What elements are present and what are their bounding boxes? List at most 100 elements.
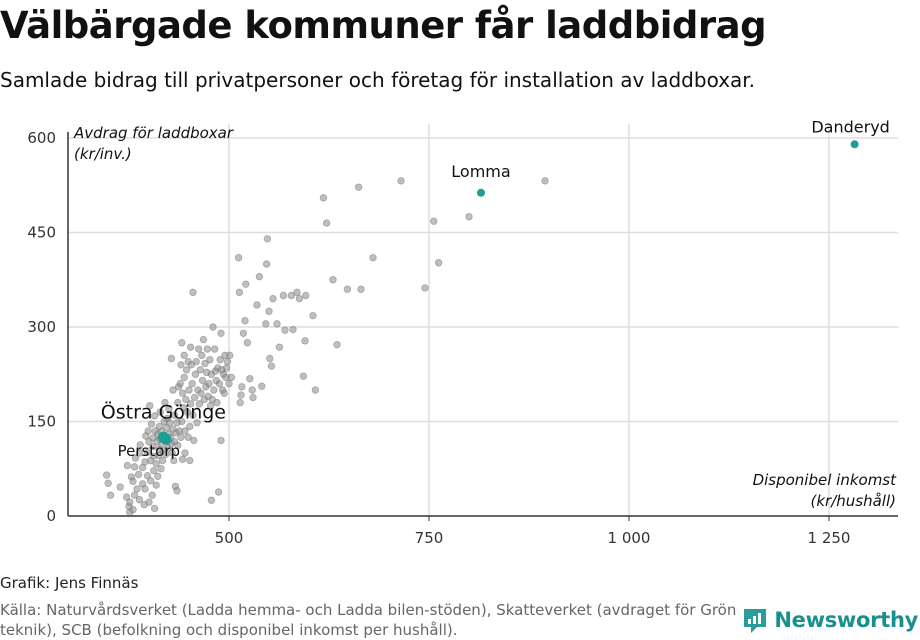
axis-titles: Avdrag för laddboxar (kr/inv.) Disponibel …: [73, 124, 897, 510]
data-point: [168, 449, 176, 457]
data-point: [465, 213, 473, 221]
y-axis-title: Avdrag för laddboxar: [73, 124, 234, 142]
highlighted-point-label: Perstorp: [118, 442, 180, 460]
data-point: [185, 386, 193, 394]
data-point: [126, 498, 134, 506]
data-point: [279, 291, 288, 300]
data-point: [255, 272, 264, 281]
data-point: [241, 316, 249, 325]
data-point: [182, 395, 190, 404]
data-point: [235, 288, 244, 297]
highlighted-point-label: Lomma: [451, 162, 510, 181]
data-point: [176, 380, 184, 388]
data-point: [227, 373, 236, 382]
newsworthy-logo-icon: [744, 609, 767, 633]
data-point: [181, 427, 189, 435]
data-point: [302, 291, 310, 300]
data-point: [289, 325, 297, 334]
data-point: [131, 454, 140, 462]
data-point: [205, 380, 213, 388]
data-point: [262, 260, 271, 268]
data-point: [265, 307, 273, 315]
data-point: [136, 441, 144, 449]
data-point: [203, 345, 212, 353]
data-point: [223, 357, 232, 366]
data-point: [102, 471, 111, 479]
data-point: [206, 356, 214, 364]
data-point: [154, 472, 162, 481]
x-tick-label: 1 000: [608, 529, 651, 547]
x-axis-title: Disponibel inkomst: [753, 471, 898, 489]
data-point: [225, 380, 233, 388]
gridlines: [68, 124, 898, 516]
x-tick-label: 500: [215, 529, 244, 547]
data-point: [178, 455, 187, 463]
data-point: [263, 235, 272, 243]
data-point: [354, 183, 363, 191]
data-point: [293, 288, 301, 297]
data-point: [197, 389, 205, 397]
data-point: [167, 354, 176, 363]
data-point: [177, 361, 185, 369]
source-note: Källa: Naturvårdsverket (Ladda hemma- oc…: [0, 601, 737, 639]
data-point: [319, 194, 328, 202]
data-point: [269, 294, 277, 303]
data-point: [281, 326, 289, 334]
data-point: [135, 449, 144, 457]
data-point: [145, 498, 153, 506]
data-point: [150, 466, 158, 475]
data-point: [192, 357, 200, 366]
data-point: [158, 456, 167, 465]
data-point: [217, 436, 225, 445]
data-point: [210, 345, 219, 353]
data-point: [209, 323, 217, 331]
data-point: [301, 337, 309, 345]
chart-subtitle: Samlade bidrag till privatpersoner och f…: [0, 68, 756, 92]
data-point: [190, 436, 198, 445]
data-point: [273, 320, 281, 328]
brand-logo[interactable]: Newsworthy: [742, 606, 918, 634]
highlighted-points: Danderyd Lomma Östra Göinge Perstorp: [101, 117, 890, 460]
brand-name: Newsworthy: [774, 608, 918, 632]
data-point: [222, 364, 231, 372]
data-point: [157, 465, 165, 473]
data-point: [186, 422, 194, 431]
data-point: [216, 356, 224, 364]
data-point: [130, 463, 139, 471]
data-point: [165, 405, 173, 413]
scatter-chart: 0 150 300 450 600 500 750 1 000 1 250 Danderyd Lo…: [27, 117, 898, 547]
data-point: [143, 448, 152, 457]
data-point: [199, 335, 208, 344]
data-point: [174, 398, 182, 407]
data-point: [183, 408, 192, 416]
data-point: [182, 366, 191, 374]
data-point: [148, 491, 156, 499]
data-point: [201, 359, 209, 368]
data-point: [266, 354, 274, 363]
data-point: [161, 398, 169, 407]
data-point: [116, 483, 124, 491]
data-point: [146, 402, 154, 410]
data-point: [144, 427, 152, 435]
data-point: [397, 177, 405, 185]
data-point: [295, 294, 304, 303]
data-point: [147, 420, 156, 428]
data-point: [311, 386, 320, 394]
data-point: [180, 351, 188, 360]
data-point: [430, 217, 438, 225]
data-point: [186, 400, 195, 408]
data-point: [133, 485, 141, 493]
data-point: [237, 391, 245, 399]
data-point: [195, 400, 204, 408]
data-point: [258, 382, 266, 390]
x-tick-label: 750: [415, 529, 444, 547]
data-point: [188, 380, 196, 388]
data-point: [309, 311, 317, 320]
data-point: [243, 339, 252, 347]
data-point: [357, 285, 365, 293]
data-point: [189, 288, 197, 297]
data-point: [248, 386, 256, 394]
y-axis-title: (kr/inv.): [74, 145, 132, 163]
data-point: [189, 411, 197, 419]
data-point: [236, 398, 244, 407]
